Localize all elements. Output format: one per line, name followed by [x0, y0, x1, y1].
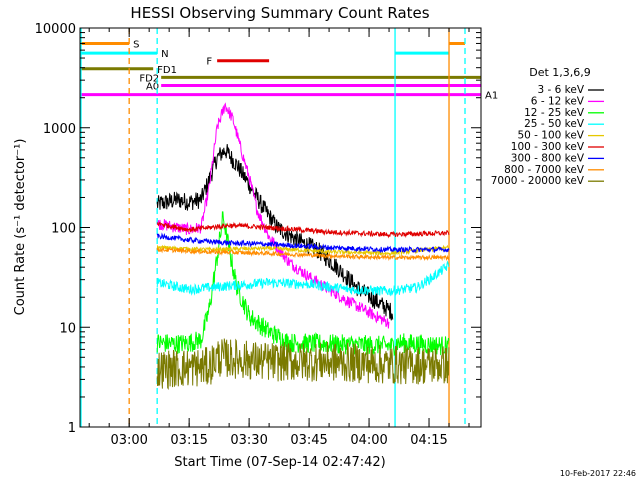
series-line [156, 221, 450, 239]
legend-label: 3 - 6 keV [537, 84, 584, 96]
series-line [156, 211, 450, 357]
y-tick-label: 100 [51, 222, 76, 237]
x-tick-label: 03:30 [230, 433, 267, 448]
series-line [156, 247, 450, 262]
series-layer [156, 102, 450, 391]
legend-label: 6 - 12 keV [531, 95, 585, 107]
flag-label: FD2 [139, 73, 159, 84]
legend-label: 800 - 7000 keV [504, 164, 585, 176]
y-axis-label: Count Rate (s⁻¹ detector⁻¹) [13, 139, 28, 316]
legend-label: 50 - 100 keV [517, 130, 584, 142]
legend-label: 25 - 50 keV [524, 118, 585, 130]
flag-label: F [206, 57, 212, 68]
series-line [156, 260, 450, 297]
legend-title: Det 1,3,6,9 [529, 66, 591, 79]
x-axis-label: Start Time (07-Sep-14 02:47:42) [174, 455, 385, 470]
flag-label: N [161, 49, 168, 60]
x-tick-label: 03:00 [110, 433, 147, 448]
legend-label: 12 - 25 keV [524, 107, 585, 119]
series-line [156, 232, 450, 254]
x-tick-label: 04:00 [350, 433, 387, 448]
x-ticks: 03:00 03:15 03:30 03:45 04:00 04:15 [88, 28, 470, 448]
legend-label: 300 - 800 keV [511, 152, 585, 164]
x-tick-label: 04:15 [410, 433, 447, 448]
flag-label: A1 [485, 91, 498, 102]
x-tick-label: 03:15 [170, 433, 207, 448]
y-tick-label: 1 [68, 421, 76, 436]
timestamp: 10-Feb-2017 22:46 [560, 469, 636, 478]
y-ticks: 1 10 100 1000 10000 [35, 22, 481, 436]
x-tick-label: 03:45 [290, 433, 327, 448]
legend-label: 7000 - 20000 keV [491, 175, 585, 187]
legend-label: 100 - 300 keV [511, 141, 585, 153]
y-tick-label: 10000 [35, 22, 76, 37]
flag-label: A0 [146, 82, 159, 93]
series-line [156, 338, 450, 391]
y-tick-label: 10 [59, 321, 76, 336]
chart-title: HESSI Observing Summary Count Rates [130, 4, 429, 22]
flag-label: FD1 [157, 65, 177, 76]
y-tick-label: 1000 [43, 122, 76, 137]
flag-label: S [133, 39, 139, 50]
